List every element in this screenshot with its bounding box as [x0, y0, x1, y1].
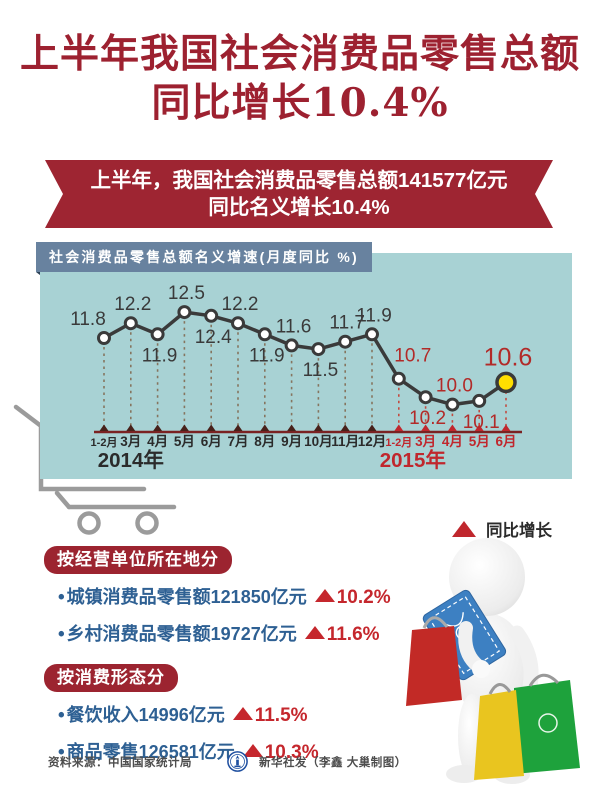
chart-panel: 11.8 12.2 11.9 12.5 12.4 12.2 11.9 11.6 11.5 11.7…	[40, 253, 572, 479]
stat-text: 城镇消费品零售额121850亿元	[66, 587, 307, 607]
section-heading-badge: 按经营单位所在地分	[44, 546, 232, 574]
footer: 资料来源：中国国家统计局 新华社发（李鑫 大巢制图）	[48, 750, 407, 773]
svg-text:1-2月: 1-2月	[91, 436, 118, 449]
stats-sections: 按经营单位所在地分 • 城镇消费品零售额121850亿元 10.2% • 乡村消费品零…	[44, 546, 424, 766]
summary-banner-line1: 上半年，我国社会消费品零售总额141577亿元	[90, 169, 508, 192]
svg-text:9月: 9月	[281, 434, 302, 449]
page-title: 上半年我国社会消费品零售总额 同比增长10.4%	[0, 30, 600, 128]
svg-text:10.7: 10.7	[394, 346, 431, 367]
bullet-dot: •	[58, 742, 65, 763]
line-chart: 11.8 12.2 11.9 12.5 12.4 12.2 11.9 11.6 11.5 11.7…	[70, 283, 533, 472]
stat-text: 商品零售126581亿元	[66, 742, 235, 762]
section-by-type: 按消费形态分 • 餐饮收入14996亿元 11.5% • 商品零售126581亿元 10…	[44, 664, 424, 766]
svg-text:10.0: 10.0	[436, 376, 473, 397]
chart-title-badge: 社会消费品零售总额名义增速(月度同比 %)	[36, 242, 372, 272]
figure-hand	[472, 660, 490, 678]
bullet-dot: •	[58, 624, 65, 645]
page-title-line1: 上半年我国社会消费品零售总额	[19, 31, 580, 77]
svg-text:6月: 6月	[201, 434, 222, 449]
svg-text:10.6: 10.6	[484, 343, 533, 371]
svg-text:12.5: 12.5	[168, 283, 205, 304]
svg-text:11.7: 11.7	[329, 313, 365, 334]
svg-text:12.2: 12.2	[222, 294, 259, 315]
svg-text:11.9: 11.9	[249, 345, 285, 366]
svg-text:7月: 7月	[227, 434, 248, 449]
section-by-location: 按经营单位所在地分 • 城镇消费品零售额121850亿元 10.2% • 乡村消费品零…	[44, 546, 424, 648]
up-triangle-icon	[232, 707, 253, 720]
svg-text:5月: 5月	[469, 434, 490, 449]
svg-text:10.2: 10.2	[409, 408, 446, 429]
svg-text:4月: 4月	[147, 434, 168, 449]
svg-text:10月: 10月	[304, 434, 333, 449]
svg-text:11.5: 11.5	[303, 360, 339, 381]
summary-banner: 上半年，我国社会消费品零售总额141577亿元 同比名义增长10.4%	[45, 160, 553, 228]
up-triangle-icon	[304, 626, 325, 639]
stat-text: 餐饮收入14996亿元	[66, 705, 225, 725]
stat-text: 乡村消费品零售额19727亿元	[66, 624, 297, 644]
svg-text:5月: 5月	[174, 434, 195, 449]
stat-line: • 餐饮收入14996亿元 11.5%	[58, 702, 424, 729]
figure-foot	[446, 765, 482, 783]
xinhua-emblem-icon	[227, 751, 248, 772]
svg-text:12.4: 12.4	[195, 327, 232, 348]
svg-text:10.1: 10.1	[463, 412, 500, 433]
svg-text:12月: 12月	[358, 434, 387, 449]
svg-text:11.9: 11.9	[142, 345, 178, 366]
shopper-illustration	[406, 538, 580, 784]
red-bag	[406, 616, 462, 706]
source-label: 资料来源：中国国家统计局	[48, 756, 192, 769]
stat-line: • 城镇消费品零售额121850亿元 10.2%	[58, 584, 424, 611]
legend: 同比增长	[452, 517, 552, 541]
svg-text:2015年: 2015年	[380, 448, 446, 472]
stat-line: • 乡村消费品零售额19727亿元 11.6%	[58, 621, 424, 648]
page-title-line2: 同比增长10.4%	[151, 80, 449, 126]
stat-line: • 商品零售126581亿元 10.3%	[58, 739, 424, 766]
bullet-dot: •	[58, 587, 65, 608]
up-triangle-icon	[314, 589, 335, 602]
yellow-bag	[474, 683, 524, 780]
svg-text:11.8: 11.8	[70, 309, 106, 330]
summary-banner-line2: 同比名义增长10.4%	[208, 196, 390, 219]
svg-text:8月: 8月	[254, 434, 275, 449]
svg-text:3月: 3月	[120, 434, 141, 449]
svg-text:2014年: 2014年	[98, 448, 164, 472]
svg-text:6月: 6月	[495, 434, 516, 449]
stat-change: 10.3%	[264, 742, 319, 763]
green-bag	[514, 673, 580, 774]
stat-change: 10.2%	[336, 587, 391, 608]
stat-change: 11.5%	[254, 705, 308, 726]
svg-text:1-2月: 1-2月	[385, 436, 412, 449]
svg-text:11月: 11月	[331, 434, 359, 449]
legend-label: 同比增长	[486, 522, 552, 540]
stat-change: 11.6%	[326, 624, 380, 645]
section-heading-badge: 按消费形态分	[44, 664, 178, 692]
up-triangle-icon	[452, 521, 476, 537]
up-triangle-icon	[242, 744, 263, 757]
figure-arm	[509, 625, 539, 694]
svg-text:3月: 3月	[415, 434, 436, 449]
svg-text:12.2: 12.2	[114, 294, 151, 315]
svg-text:4月: 4月	[442, 434, 463, 449]
svg-text:11.9: 11.9	[356, 305, 392, 326]
bullet-dot: •	[58, 705, 65, 726]
credit-label: 新华社发（李鑫 大巢制图）	[259, 756, 407, 769]
svg-text:11.6: 11.6	[276, 316, 312, 337]
